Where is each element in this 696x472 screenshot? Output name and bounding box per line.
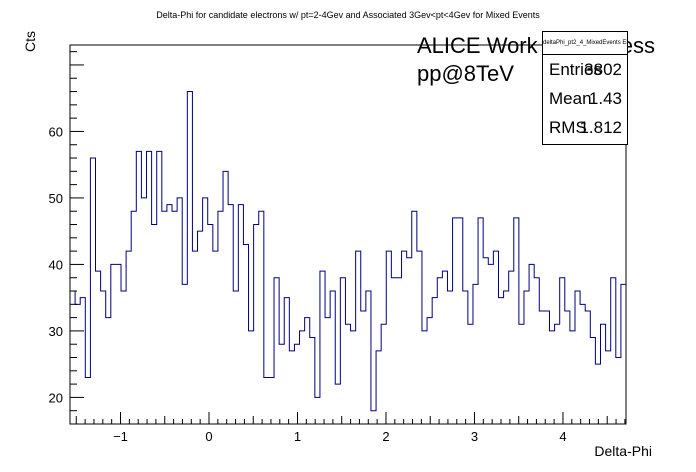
- histogram-line: [70, 91, 626, 412]
- y-tick-label: 50: [49, 191, 63, 206]
- y-axis-title: Cts: [22, 31, 38, 52]
- stats-mean-label: Mean: [549, 89, 592, 108]
- stats-row-rms: RMS 1.812: [543, 113, 627, 142]
- stats-row-mean: Mean 1.43: [543, 84, 627, 113]
- x-tick-label: −1: [113, 429, 128, 444]
- y-tick-label: 20: [49, 390, 63, 405]
- y-axis-ticks: 20 30 40 50 60: [49, 51, 84, 425]
- stats-rms-label: RMS: [549, 118, 587, 137]
- stats-rms-value: 1.812: [579, 118, 622, 137]
- x-tick-label: 4: [559, 429, 566, 444]
- plot-frame: [69, 44, 627, 425]
- chart-title: Delta-Phi for candidate electrons w/ pt=…: [156, 10, 540, 20]
- stats-mean-value: 1.43: [588, 89, 622, 108]
- x-axis-title: Delta-Phi: [594, 443, 652, 459]
- x-tick-label: 0: [205, 429, 212, 444]
- x-tick-label: 2: [382, 429, 389, 444]
- stats-entries-label: Entries: [549, 60, 602, 79]
- collision-label: pp@8TeV: [417, 61, 514, 86]
- y-tick-label: 60: [49, 124, 63, 139]
- x-axis-ticks: −1 0 1 2 3 4: [75, 412, 626, 444]
- y-tick-label: 30: [49, 324, 63, 339]
- stats-entries-value: 3802: [584, 60, 622, 79]
- y-tick-label: 40: [49, 257, 63, 272]
- x-tick-label: 3: [471, 429, 478, 444]
- stats-header: deltaPhi_pt2_4_MixedEvents EMCal: [543, 32, 627, 55]
- stats-box: deltaPhi_pt2_4_MixedEvents EMCal Entries…: [542, 31, 628, 145]
- x-tick-label: 1: [294, 429, 301, 444]
- stats-row-entries: Entries 3802: [543, 55, 627, 84]
